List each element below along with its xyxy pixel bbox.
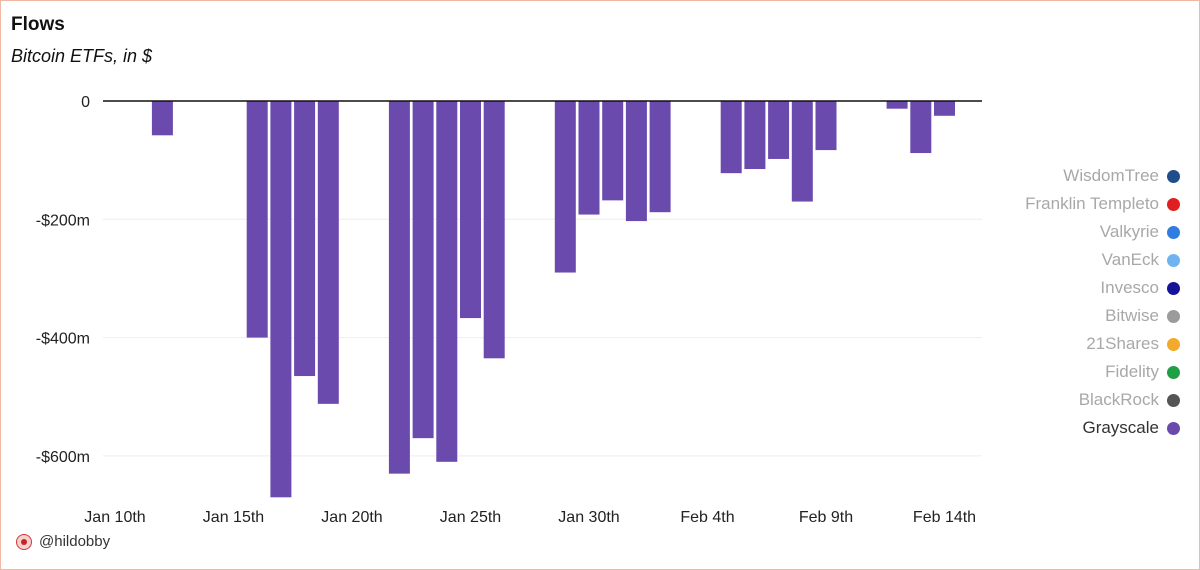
x-tick-label: Feb 14th	[913, 509, 976, 526]
legend-dot-icon	[1167, 197, 1180, 211]
bar	[317, 101, 339, 404]
bar	[578, 101, 600, 215]
legend-item[interactable]: VanEck	[940, 246, 1180, 274]
y-tick-label: -$200m	[36, 212, 90, 229]
legend-item[interactable]: Invesco	[940, 274, 1180, 302]
legend-dot-icon	[1167, 365, 1180, 379]
y-tick-label: -$600m	[36, 449, 90, 466]
x-tick-label: Jan 30th	[558, 509, 619, 526]
legend-label: Grayscale	[1082, 418, 1159, 437]
bar	[886, 101, 908, 109]
bar	[483, 101, 505, 359]
bar	[791, 101, 813, 202]
legend-label: Valkyrie	[1099, 222, 1159, 241]
x-tick-label: Jan 15th	[203, 509, 264, 526]
bar	[625, 101, 647, 222]
bar	[720, 101, 742, 174]
bar	[768, 101, 790, 159]
bar-chart: 0 -$200m -$400m -$600m Jan 10th Jan 15th Jan 2…	[36, 94, 982, 526]
legend-dot-icon	[1167, 253, 1180, 267]
legend-item[interactable]: 21Shares	[940, 330, 1180, 358]
x-tick-label: Feb 9th	[799, 509, 853, 526]
legend-dot-icon	[1167, 225, 1180, 239]
bar	[934, 101, 955, 116]
legend-label: 21Shares	[1086, 334, 1159, 353]
legend-dot-icon	[1167, 169, 1180, 183]
bar	[649, 101, 671, 213]
avatar-icon	[16, 533, 32, 550]
bar	[460, 101, 481, 319]
legend-dot-icon	[1167, 281, 1180, 295]
legend-item[interactable]: Valkyrie	[940, 218, 1180, 246]
author-handle[interactable]: @hildobby	[39, 533, 111, 550]
legend-item[interactable]: BlackRock	[940, 386, 1180, 414]
legend-label: WisdomTree	[1063, 166, 1159, 185]
legend-label: Bitwise	[1105, 306, 1159, 325]
chart-title: Flows	[11, 14, 65, 35]
bar	[910, 101, 932, 154]
y-tick-label: -$400m	[36, 331, 90, 348]
bar	[815, 101, 837, 151]
bar	[554, 101, 576, 273]
bar	[412, 101, 434, 439]
footer: @hildobby	[16, 533, 110, 550]
legend-item[interactable]: Grayscale	[940, 414, 1180, 442]
x-tick-label: Jan 20th	[321, 509, 382, 526]
bar	[151, 101, 173, 136]
bar	[436, 101, 458, 462]
legend-label: BlackRock	[1078, 390, 1159, 409]
legend-item[interactable]: Franklin Templeto	[940, 190, 1180, 218]
bar	[270, 101, 292, 498]
legend-label: Franklin Templeto	[1025, 194, 1159, 213]
legend-label: VanEck	[1101, 250, 1159, 269]
y-tick-label: 0	[81, 94, 90, 111]
legend-dot-icon	[1167, 393, 1180, 407]
legend-item[interactable]: WisdomTree	[940, 162, 1180, 190]
x-tick-label: Jan 10th	[84, 509, 145, 526]
bar	[246, 101, 268, 338]
legend-dot-icon	[1167, 309, 1180, 323]
bar	[388, 101, 410, 474]
x-tick-label: Jan 25th	[440, 509, 501, 526]
legend-label: Invesco	[1100, 278, 1159, 297]
x-tick-label: Feb 4th	[680, 509, 734, 526]
legend-item[interactable]: Bitwise	[940, 302, 1180, 330]
legend-item[interactable]: Fidelity	[940, 358, 1180, 386]
bar	[744, 101, 766, 170]
bar	[294, 101, 316, 377]
legend-dot-icon	[1167, 421, 1180, 435]
chart-legend: WisdomTree Franklin Templeto Valkyrie VanEc…	[940, 162, 1180, 442]
legend-label: Fidelity	[1105, 362, 1159, 381]
bar	[602, 101, 624, 201]
legend-dot-icon	[1167, 337, 1180, 351]
chart-subtitle: Bitcoin ETFs, in $	[11, 46, 153, 66]
